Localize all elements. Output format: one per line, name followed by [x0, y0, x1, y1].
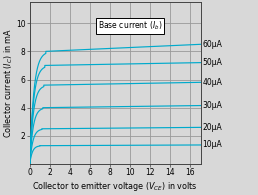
- Y-axis label: Collector current ($I_C$) in mA: Collector current ($I_C$) in mA: [2, 28, 15, 138]
- Text: 10μA: 10μA: [202, 140, 222, 150]
- X-axis label: Collector to emitter voltage ($V_{CE}$) in volts: Collector to emitter voltage ($V_{CE}$) …: [32, 180, 198, 193]
- Text: 40μA: 40μA: [202, 78, 222, 87]
- Text: 50μA: 50μA: [202, 58, 222, 67]
- Text: 20μA: 20μA: [202, 123, 222, 132]
- Text: Base current ($I_b$): Base current ($I_b$): [98, 20, 163, 32]
- Text: 30μA: 30μA: [202, 101, 222, 110]
- Text: 60μA: 60μA: [202, 40, 222, 49]
